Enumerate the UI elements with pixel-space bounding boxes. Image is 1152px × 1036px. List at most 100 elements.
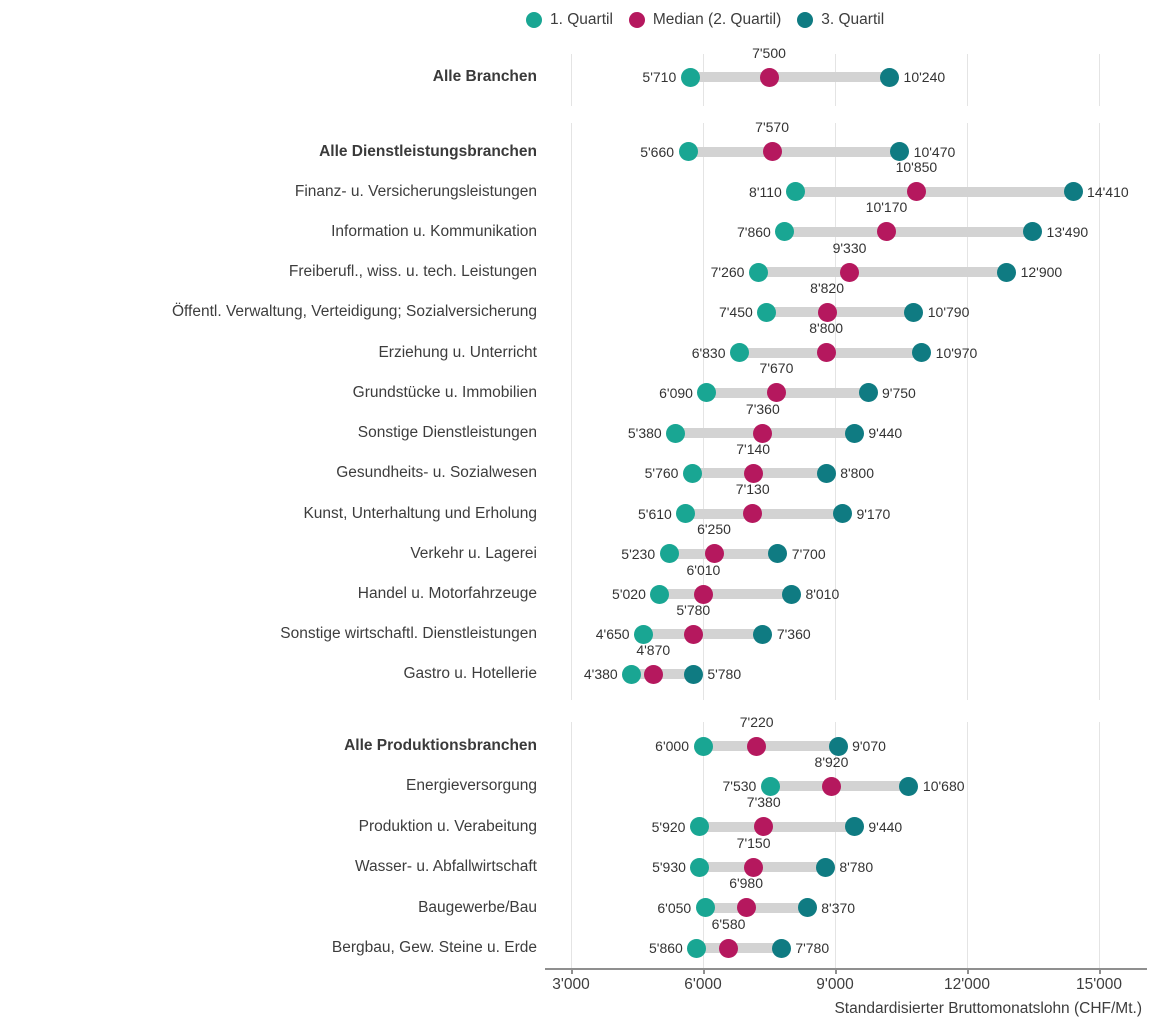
median-dot <box>744 857 764 877</box>
median-dot <box>743 504 763 524</box>
quartile-range-bar <box>643 629 763 640</box>
q1-dot <box>690 857 710 877</box>
median-value-label: 8'820 <box>810 279 844 296</box>
q1-dot <box>730 343 750 363</box>
median-value-label: 6'010 <box>686 561 721 578</box>
median-value-label: 7'140 <box>736 440 771 457</box>
q3-value-label: 10'790 <box>927 304 970 321</box>
median-dot <box>683 624 703 644</box>
median-value-label: 6'580 <box>711 915 746 932</box>
gridline <box>571 722 572 969</box>
q1-value-label: 6'050 <box>657 899 692 916</box>
q3-dot <box>781 584 801 604</box>
q3-dot <box>816 463 836 483</box>
legend-item-q1: 1. Quartil <box>526 11 613 29</box>
q1-value-label: 6'090 <box>659 384 693 401</box>
row-label: Wasser- u. Abfallwirtschaft <box>354 858 537 876</box>
q3-dot <box>815 857 835 877</box>
row-label: Finanz- u. Versicherungsleistungen <box>294 182 537 200</box>
q3-value-label: 9'070 <box>852 738 886 754</box>
median-value-label: 7'380 <box>746 794 781 811</box>
q1-value-label: 5'860 <box>649 940 683 956</box>
x-axis-tick-label: 15'000 <box>1075 976 1123 993</box>
row-label: Gastro u. Hotellerie <box>403 665 537 683</box>
q1-dot <box>695 898 715 918</box>
q1-dot <box>697 383 717 403</box>
row-label: Gesundheits- u. Sozialwesen <box>336 464 537 482</box>
q1-dot <box>666 423 686 443</box>
q1-value-label: 7'450 <box>718 304 753 321</box>
q1-value-label: 7'530 <box>722 778 757 795</box>
median-dot <box>643 664 663 684</box>
row-label: Erziehung u. Unterricht <box>378 343 537 361</box>
median-dot <box>821 776 841 796</box>
quartile-range-bar <box>699 821 855 832</box>
median-dot <box>747 736 767 756</box>
q1-dot <box>687 938 707 958</box>
q3-dot <box>904 302 924 322</box>
row-label: Alle Produktionsbranchen <box>344 737 537 754</box>
row-label: Sonstige Dienstleistungen <box>357 424 537 442</box>
quartile-range-bar <box>696 943 782 953</box>
q3-dot <box>912 343 932 363</box>
median-value-label: 7'150 <box>736 834 771 851</box>
q3-dot <box>890 142 910 161</box>
q3-value-label: 8'800 <box>840 465 875 482</box>
q1-value-label: 5'920 <box>651 818 686 835</box>
median-dot <box>754 817 774 837</box>
legend-item-q3: 3. Quartil <box>797 11 884 29</box>
row-label: Grundstücke u. Immobilien <box>352 383 537 401</box>
q1-value-label: 4'380 <box>583 666 618 683</box>
x-axis-tick <box>835 968 837 974</box>
q1-value-label: 5'020 <box>612 586 646 603</box>
q3-value-label: 8'370 <box>821 899 856 916</box>
median-dot <box>840 262 860 282</box>
legend-label-q3: 3. Quartil <box>821 11 885 28</box>
gridline <box>967 722 968 969</box>
q3-value-label: 5'780 <box>707 666 742 683</box>
median-dot <box>753 423 773 443</box>
q1-value-label: 5'760 <box>644 465 679 482</box>
gridline <box>967 54 968 106</box>
q3-dot <box>1023 222 1043 242</box>
median-value-label: 6'250 <box>697 521 731 538</box>
q1-dot <box>676 504 696 524</box>
median-value-label: 7'130 <box>735 481 770 498</box>
quartile-range-bar <box>766 307 914 318</box>
quartile-range-bar <box>784 226 1033 237</box>
row-label: Information u. Kommunikation <box>331 222 537 240</box>
q1-dot <box>775 222 795 242</box>
q3-dot <box>683 664 703 684</box>
gridline <box>1099 722 1100 969</box>
q3-value-label: 9'440 <box>868 818 903 835</box>
legend-label-q1: 1. Quartil <box>550 11 613 28</box>
median-dot <box>906 182 926 202</box>
q1-value-label: 6'830 <box>691 344 726 361</box>
q1-dot <box>748 262 768 282</box>
q3-dot <box>899 776 919 796</box>
median-value-label: 7'360 <box>745 400 780 417</box>
gridline <box>967 123 968 700</box>
median-value-label: 7'670 <box>759 360 794 377</box>
quartile-range-bar <box>795 186 1074 197</box>
q1-dot <box>659 544 679 564</box>
q3-value-label: 8'010 <box>805 586 840 603</box>
q1-value-label: 8'110 <box>749 183 782 200</box>
x-axis-tick <box>703 968 705 974</box>
q3-dot <box>1063 182 1083 202</box>
median-value-label: 8'920 <box>814 753 849 770</box>
quartile-range-bar <box>705 902 808 913</box>
row-label: Freiberufl., wiss. u. tech. Leistungen <box>288 263 537 281</box>
q1-value-label: 5'610 <box>638 505 672 522</box>
row-label: Alle Branchen <box>432 68 537 85</box>
q1-value-label: 5'930 <box>652 859 686 876</box>
q1-value-label: 5'230 <box>621 545 656 562</box>
legend-item-median: Median (2. Quartil) <box>628 11 781 29</box>
quartile-range-bar <box>685 508 843 519</box>
legend-swatch-q3-icon <box>797 12 814 28</box>
chart-legend: 1. Quartil Median (2. Quartil) 3. Quarti… <box>526 11 884 29</box>
row-label: Baugewerbe/Bau <box>418 898 537 916</box>
median-dot <box>762 142 782 161</box>
q3-dot <box>844 423 864 443</box>
